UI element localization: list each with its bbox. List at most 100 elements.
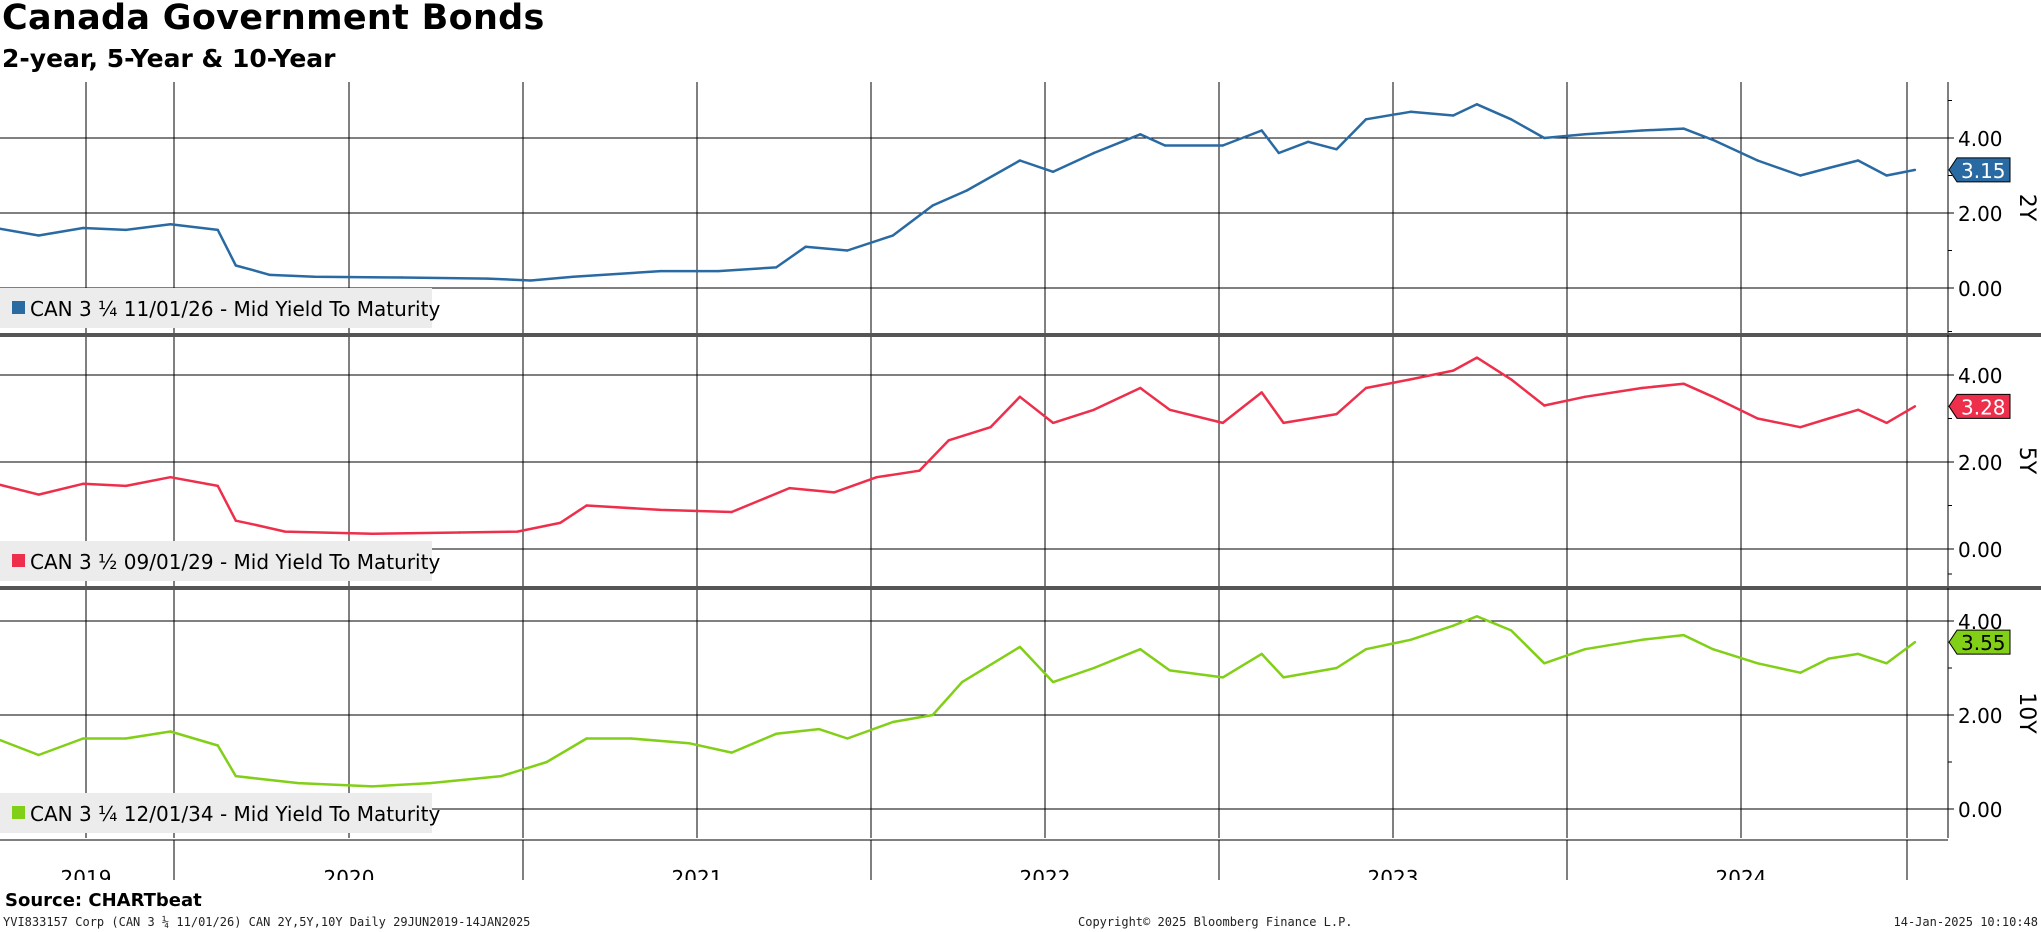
- data-point: [1452, 369, 1455, 372]
- y-tick-label: 0.00: [1958, 798, 2003, 822]
- data-point: [234, 774, 237, 778]
- footer-timestamp: 14-Jan-2025 10:10:48: [1893, 915, 2039, 929]
- data-point: [730, 510, 733, 514]
- y-axis-title: 10Y: [2014, 692, 2039, 734]
- legend-box: [0, 793, 432, 833]
- data-point: [1509, 378, 1513, 381]
- data-point: [458, 531, 461, 534]
- data-point: [1335, 412, 1338, 416]
- data-point: [817, 727, 821, 731]
- data-point: [1583, 648, 1587, 651]
- data-point: [516, 530, 519, 533]
- legend-swatch: [12, 554, 25, 567]
- data-point: [1139, 648, 1142, 651]
- data-point: [1168, 408, 1171, 411]
- data-point: [37, 753, 40, 757]
- data-point: [1282, 421, 1285, 425]
- y-tick-label: 2.00: [1958, 451, 2003, 475]
- data-point: [846, 737, 849, 740]
- x-tick-label: 2021: [672, 866, 723, 880]
- data-point: [1282, 676, 1285, 679]
- data-point: [1092, 408, 1096, 411]
- x-tick-label: 2023: [1368, 866, 1419, 880]
- last-value-label: 3.55: [1961, 631, 2006, 655]
- series-line: [0, 356, 1916, 536]
- data-point: [429, 781, 432, 785]
- data-point: [1827, 166, 1830, 170]
- data-point: [659, 508, 662, 512]
- panel-separator: [0, 333, 2041, 337]
- data-point: [268, 273, 272, 277]
- data-point: [400, 276, 403, 279]
- data-point: [558, 521, 562, 525]
- data-point: [81, 737, 85, 740]
- last-value-tag: [1948, 629, 2011, 655]
- legend-box: [0, 541, 432, 581]
- data-point: [1682, 382, 1685, 385]
- data-point: [1856, 159, 1860, 162]
- data-point: [1711, 395, 1715, 398]
- data-point: [1260, 652, 1263, 656]
- data-point: [730, 751, 733, 754]
- data-point: [585, 504, 588, 507]
- data-point: [1260, 129, 1263, 132]
- y-tick-label: 2.00: [1958, 704, 2003, 728]
- last-value-label: 3.15: [1961, 159, 2006, 183]
- data-point: [1139, 133, 1142, 136]
- data-point: [1051, 421, 1055, 425]
- data-point: [1409, 378, 1412, 381]
- data-point: [1364, 118, 1368, 121]
- y-tick-label: 4.00: [1958, 364, 2003, 388]
- legend-swatch: [12, 301, 25, 314]
- data-point: [124, 737, 128, 740]
- data-point: [1163, 144, 1167, 147]
- data-point: [1827, 657, 1830, 660]
- data-point: [1335, 666, 1338, 670]
- data-point: [832, 491, 836, 494]
- legend-swatch: [12, 806, 25, 819]
- data-point: [1509, 118, 1513, 121]
- series-line: [0, 615, 1916, 788]
- data-point: [1364, 648, 1368, 651]
- data-point: [169, 476, 172, 479]
- data-point: [81, 226, 85, 230]
- y-axis-title: 5Y: [2014, 447, 2039, 475]
- data-point: [1827, 417, 1830, 420]
- bond-yield-chart: 0.00 2.00 4.00 3.15 2Y CAN 3 ¼ 11/01/26 - Mid…: [0, 82, 2041, 880]
- data-point: [1018, 159, 1022, 162]
- y-axis-title: 2Y: [2014, 194, 2039, 222]
- data-point: [965, 189, 968, 192]
- x-tick-label: 2019: [61, 866, 112, 880]
- y-tick-label: 0.00: [1958, 277, 2003, 301]
- data-point: [1583, 133, 1587, 136]
- data-point: [717, 269, 720, 273]
- data-point: [931, 713, 934, 717]
- data-point: [1139, 386, 1142, 390]
- y-tick-label: 4.00: [1958, 127, 2003, 151]
- last-value-tag: [1948, 157, 2011, 183]
- data-point: [169, 730, 172, 733]
- data-point: [1168, 669, 1171, 672]
- data-point: [1221, 144, 1225, 147]
- data-point: [529, 279, 532, 282]
- chart-title: Canada Government Bonds: [2, 0, 545, 38]
- data-point: [1277, 151, 1281, 155]
- data-point: [1856, 408, 1860, 411]
- data-point: [1475, 615, 1479, 618]
- data-point: [1409, 110, 1412, 114]
- data-point: [216, 228, 219, 232]
- data-point: [297, 781, 300, 785]
- data-point: [1799, 671, 1802, 674]
- data-point: [124, 484, 128, 488]
- data-point: [124, 228, 128, 232]
- data-point: [234, 264, 237, 267]
- footer-copyright: Copyright© 2025 Bloomberg Finance L.P.: [1078, 915, 1353, 929]
- data-point: [1756, 662, 1759, 665]
- data-point: [37, 234, 40, 237]
- data-point: [283, 530, 287, 533]
- data-point: [1475, 103, 1479, 106]
- data-point: [687, 742, 691, 745]
- data-point: [234, 519, 237, 522]
- data-point: [1885, 174, 1888, 177]
- last-value-label: 3.28: [1961, 395, 2006, 419]
